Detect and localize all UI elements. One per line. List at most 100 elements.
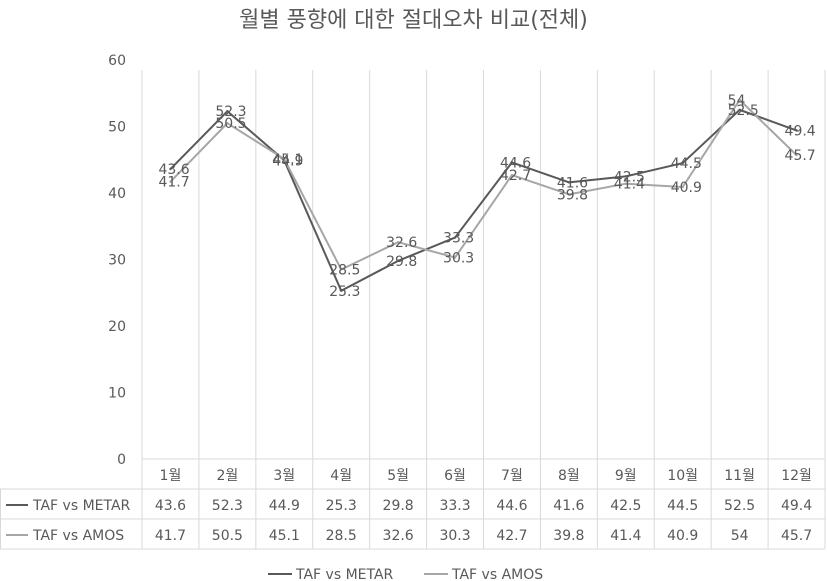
table-series-name: TAF vs AMOS xyxy=(32,528,124,544)
data-label: 50.5 xyxy=(215,116,246,132)
table-series-name: TAF vs METAR xyxy=(32,498,131,514)
table-cell: 39.8 xyxy=(553,528,584,544)
data-label: 44.9 xyxy=(272,153,303,169)
data-point xyxy=(396,259,400,263)
data-label: 44.5 xyxy=(671,156,702,172)
y-tick-label: 10 xyxy=(108,386,126,402)
data-point xyxy=(510,173,514,177)
data-label: 43.6 xyxy=(158,162,189,178)
y-axis: 0 10 20 30 40 50 60 xyxy=(108,53,126,468)
category-label: 12월 xyxy=(781,468,812,484)
category-label: 1월 xyxy=(160,468,182,484)
table-cell: 52.3 xyxy=(212,498,243,514)
table-cell: 49.4 xyxy=(781,498,812,514)
category-label: 6월 xyxy=(444,468,466,484)
data-point xyxy=(738,98,741,102)
table-cell: 40.9 xyxy=(667,528,698,544)
data-point xyxy=(624,175,627,178)
data-point xyxy=(510,161,514,164)
data-label: 39.8 xyxy=(557,187,588,203)
data-point xyxy=(795,153,798,157)
data-point xyxy=(169,167,172,171)
chart-title: 월별 풍향에 대한 절대오차 비교(전체) xyxy=(239,8,588,33)
table-cell: 25.3 xyxy=(326,498,357,514)
category-label: 8월 xyxy=(558,468,580,484)
data-label: 25.3 xyxy=(329,284,360,300)
data-table: 1월 2월 3월 4월 5월 6월 7월 8월 9월 10월 11월 12월 TAF vs METAR 4… xyxy=(6,468,812,544)
category-label: 3월 xyxy=(273,468,295,484)
y-tick-label: 40 xyxy=(108,186,126,202)
table-cell: 54 xyxy=(731,528,749,544)
data-point xyxy=(624,182,627,185)
data-label: 52.3 xyxy=(215,104,246,120)
legend: TAF vs METAR TAF vs AMOS xyxy=(268,567,543,581)
category-label: 4월 xyxy=(330,468,352,484)
table-cell: 41.6 xyxy=(553,498,584,514)
table-cell: 30.3 xyxy=(439,528,470,544)
data-label: 42.7 xyxy=(500,168,531,184)
data-point xyxy=(226,121,229,125)
data-point xyxy=(795,129,798,132)
data-label: 33.3 xyxy=(443,231,474,247)
table-cell: 33.3 xyxy=(439,498,470,514)
category-label: 9월 xyxy=(615,468,637,484)
data-point xyxy=(226,110,229,113)
category-label: 7월 xyxy=(501,468,523,484)
data-point xyxy=(681,185,684,189)
legend-label: TAF vs AMOS xyxy=(451,567,543,581)
data-point xyxy=(567,193,571,196)
table-cell: 52.5 xyxy=(724,498,755,514)
data-point xyxy=(453,236,457,239)
table-cell: 50.5 xyxy=(212,528,243,544)
data-label: 40.9 xyxy=(671,180,702,196)
data-label: 32.6 xyxy=(386,235,417,251)
data-point xyxy=(340,289,343,292)
data-label: 45.1 xyxy=(272,152,303,168)
table-cell: 43.6 xyxy=(155,498,186,514)
data-point xyxy=(567,181,571,184)
table-cell: 41.7 xyxy=(155,528,186,544)
y-tick-label: 20 xyxy=(108,319,126,335)
y-tick-label: 30 xyxy=(108,253,126,269)
legend-label: TAF vs METAR xyxy=(295,567,394,581)
data-label: 49.4 xyxy=(785,123,816,139)
category-label: 10월 xyxy=(667,468,698,484)
data-label: 30.3 xyxy=(443,251,474,267)
category-label: 11월 xyxy=(724,468,755,484)
data-label: 44.6 xyxy=(500,155,531,171)
table-cell: 44.9 xyxy=(269,498,300,514)
data-label: 52.5 xyxy=(728,103,759,119)
data-label: 28.5 xyxy=(329,262,360,278)
data-point xyxy=(681,161,684,165)
table-cell: 44.6 xyxy=(496,498,527,514)
grid-layer xyxy=(0,70,826,550)
data-point xyxy=(169,180,172,183)
data-point xyxy=(738,108,741,112)
table-cell: 41.4 xyxy=(610,528,641,544)
data-label: 45.7 xyxy=(785,148,816,164)
data-label: 41.6 xyxy=(557,175,588,191)
data-point xyxy=(340,268,343,271)
table-cell: 44.5 xyxy=(667,498,698,514)
data-label: 29.8 xyxy=(386,254,417,270)
data-label: 41.4 xyxy=(614,177,645,193)
table-cell: 45.1 xyxy=(269,528,300,544)
data-point xyxy=(396,241,400,244)
table-cell: 45.7 xyxy=(781,528,812,544)
data-point xyxy=(453,256,457,259)
table-cell: 28.5 xyxy=(326,528,357,544)
table-cell: 32.6 xyxy=(383,528,414,544)
y-tick-label: 0 xyxy=(117,452,126,468)
y-tick-label: 50 xyxy=(108,120,126,136)
table-cell: 29.8 xyxy=(383,498,414,514)
category-label: 5월 xyxy=(387,468,409,484)
data-labels: 43.6 52.3 44.9 25.3 29.8 33.3 44.6 41.6 42.5 44.5… xyxy=(158,93,815,300)
series-layer xyxy=(169,98,798,292)
y-tick-label: 60 xyxy=(108,53,126,69)
table-cell: 42.5 xyxy=(610,498,641,514)
data-label: 54 xyxy=(728,93,746,109)
series-line xyxy=(169,98,798,271)
data-label: 41.7 xyxy=(158,175,189,191)
table-cell: 42.7 xyxy=(496,528,527,544)
